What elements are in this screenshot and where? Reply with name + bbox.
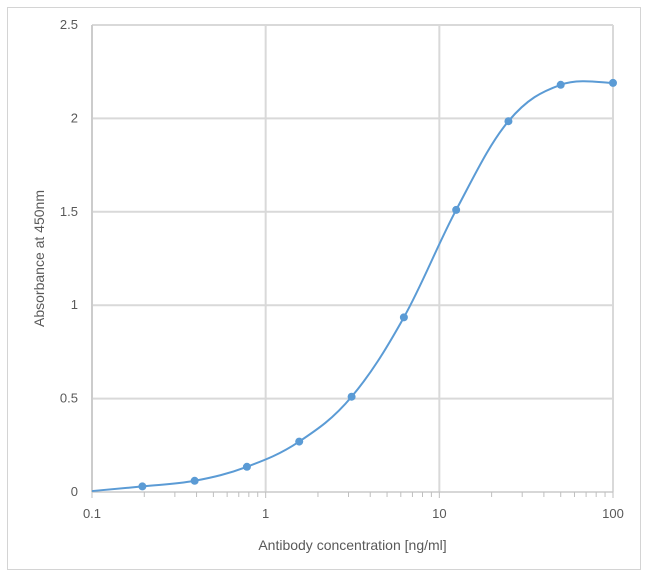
axes bbox=[91, 25, 613, 493]
y-tick-label: 2.5 bbox=[60, 17, 78, 32]
data-point bbox=[138, 482, 147, 491]
x-axis-title: Antibody concentration [ng/ml] bbox=[258, 537, 446, 553]
data-point bbox=[347, 392, 356, 401]
data-point bbox=[452, 205, 461, 214]
series-line bbox=[91, 80, 614, 493]
x-tick-label: 1 bbox=[262, 506, 269, 521]
data-point bbox=[295, 437, 304, 446]
data-point bbox=[609, 78, 617, 87]
data-point bbox=[504, 117, 513, 126]
data-point bbox=[556, 80, 565, 89]
x-tick-label: 100 bbox=[602, 506, 624, 521]
data-point bbox=[399, 313, 408, 322]
x-tick-label: 0.1 bbox=[83, 506, 101, 521]
y-tick-label: 2 bbox=[71, 110, 78, 125]
y-tick-label: 1 bbox=[71, 297, 78, 312]
grid-lines bbox=[91, 24, 614, 493]
chart-frame bbox=[7, 7, 641, 570]
y-axis-title: Absorbance at 450nm bbox=[31, 190, 47, 327]
x-minor-ticks bbox=[91, 492, 614, 498]
y-tick-label: 0 bbox=[71, 484, 78, 499]
y-tick-label: 0.5 bbox=[60, 391, 78, 406]
series-layer bbox=[91, 78, 617, 493]
tick-labels: 0 0.5 1 1.5 2 2.5 0.1 1 10 100 bbox=[60, 17, 624, 521]
data-point bbox=[190, 476, 199, 485]
data-point bbox=[242, 462, 251, 471]
x-tick-label: 10 bbox=[432, 506, 446, 521]
y-tick-label: 1.5 bbox=[60, 204, 78, 219]
